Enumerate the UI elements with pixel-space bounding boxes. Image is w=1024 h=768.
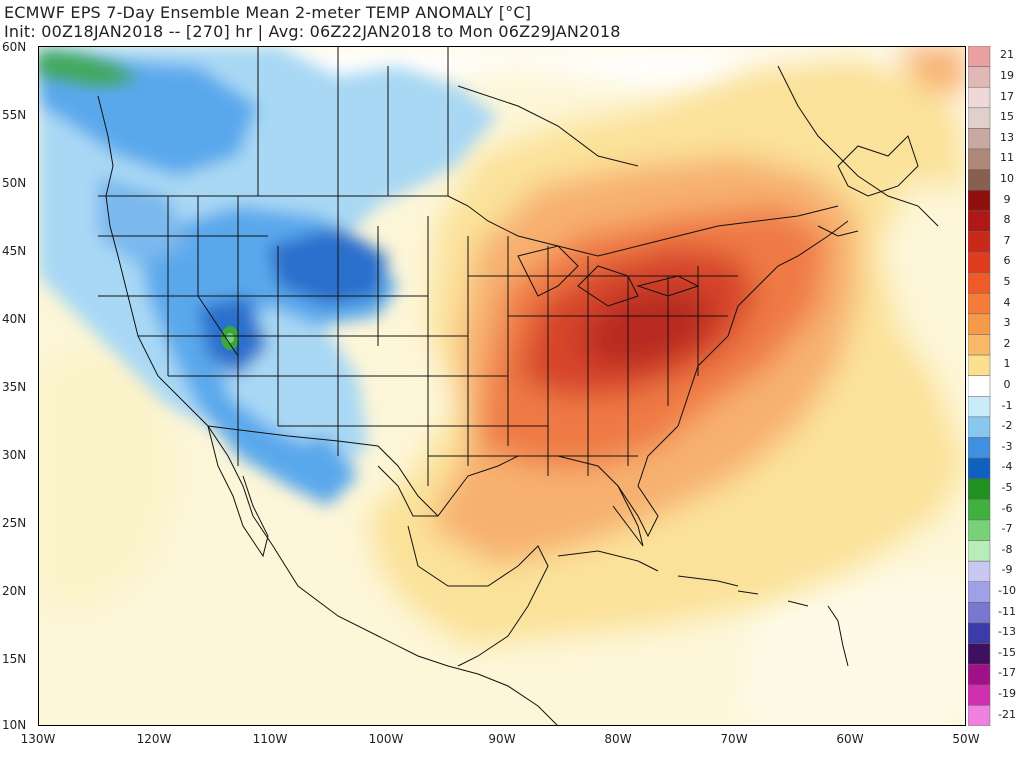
legend-label: -8: [1001, 542, 1013, 556]
legend-label: -1: [1001, 398, 1013, 412]
legend-label: -4: [1001, 460, 1013, 474]
legend-swatch: [968, 437, 991, 459]
legend-label: -15: [998, 645, 1016, 659]
legend-label: 4: [1003, 295, 1011, 309]
legend-swatch: [968, 499, 991, 521]
lat-label-50n: 50N: [2, 176, 27, 190]
legend-label: -21: [998, 707, 1016, 721]
legend-label: -9: [1001, 563, 1013, 577]
legend-swatch: [968, 416, 991, 438]
boundary-lines: [97, 46, 939, 726]
lat-label-40n: 40N: [2, 312, 27, 326]
legend-swatch: [968, 354, 991, 376]
legend-swatch: [968, 251, 991, 273]
legend-label: 11: [1000, 151, 1014, 165]
legend-label: 8: [1003, 213, 1011, 227]
legend-swatch: [968, 272, 991, 294]
lat-label-55n: 55N: [2, 108, 27, 122]
legend-label: -3: [1001, 439, 1013, 453]
anomaly-map: [38, 46, 966, 726]
lon-label-100w: 100W: [368, 732, 404, 746]
legend-label: 7: [1003, 233, 1011, 247]
legend-label: 6: [1003, 254, 1011, 268]
lon-label-50w: 50W: [952, 732, 980, 746]
map-title-line-1: ECMWF EPS 7-Day Ensemble Mean 2-meter TE…: [4, 3, 532, 22]
legend-swatch: [968, 478, 991, 500]
legend-swatch: [968, 293, 991, 315]
legend-label: 2: [1003, 336, 1011, 350]
legend-label: 9: [1003, 192, 1011, 206]
lat-label-30n: 30N: [2, 448, 27, 462]
legend-swatch: [968, 107, 991, 129]
lon-label-90w: 90W: [488, 732, 516, 746]
legend-swatch: [968, 375, 991, 397]
legend-swatch: [968, 46, 991, 67]
legend-label: 10: [1000, 171, 1014, 185]
legend-swatch: [968, 643, 991, 665]
legend-label: 0: [1003, 378, 1011, 391]
legend-swatch: [968, 540, 991, 562]
legend-swatch: [968, 169, 991, 191]
legend-label: -5: [1001, 481, 1013, 495]
legend-label: -10: [998, 584, 1016, 598]
lat-label-45n: 45N: [2, 244, 27, 258]
lat-label-25n: 25N: [2, 516, 27, 530]
legend-swatch: [968, 663, 991, 686]
legend-label: -17: [998, 666, 1016, 680]
lat-label-60n: 60N: [2, 40, 27, 54]
legend-swatch: [968, 705, 991, 726]
legend-swatch: [968, 602, 991, 624]
legend-label: 17: [1000, 89, 1014, 103]
legend-swatch: [968, 148, 991, 170]
legend-swatch: [968, 396, 991, 418]
legend-label: 21: [1000, 48, 1014, 62]
legend-label: 1: [1003, 357, 1011, 371]
legend-swatch: [968, 313, 991, 335]
color-scale-legend: [968, 46, 991, 726]
legend-swatch: [968, 684, 991, 706]
legend-swatch: [968, 622, 991, 644]
legend-label: -6: [1001, 501, 1013, 515]
legend-swatch: [968, 231, 991, 253]
legend-swatch: [968, 457, 991, 479]
legend-swatch: [968, 334, 991, 356]
legend-label: -7: [1001, 522, 1013, 536]
legend-swatch: [968, 519, 991, 541]
legend-swatch: [968, 581, 991, 603]
legend-label: -11: [998, 604, 1016, 618]
legend-label: -2: [1001, 419, 1013, 433]
lat-label-15n: 15N: [2, 652, 27, 666]
lon-label-120w: 120W: [136, 732, 172, 746]
legend-swatch: [968, 560, 991, 583]
lon-label-60w: 60W: [836, 732, 864, 746]
warm-anomaly-region: [368, 46, 966, 646]
legend-label: 5: [1003, 274, 1011, 288]
lon-label-80w: 80W: [604, 732, 632, 746]
legend-swatch: [968, 128, 991, 150]
legend-swatch: [968, 210, 991, 232]
legend-label: -19: [998, 687, 1016, 701]
lat-label-10n: 10N: [2, 718, 27, 732]
lon-label-110w: 110W: [252, 732, 288, 746]
map-title-line-2: Init: 00Z18JAN2018 -- [270] hr | Avg: 06…: [4, 22, 621, 41]
legend-swatch: [968, 86, 991, 109]
lat-label-35n: 35N: [2, 380, 27, 394]
legend-label: 3: [1003, 316, 1011, 330]
legend-label: -13: [998, 625, 1016, 639]
map-frame: [38, 46, 966, 726]
legend-swatch: [968, 66, 991, 88]
lon-label-70w: 70W: [720, 732, 748, 746]
legend-label: 19: [1000, 68, 1014, 82]
legend-swatch: [968, 189, 991, 212]
lat-label-20n: 20N: [2, 584, 27, 598]
lon-label-130w: 130W: [20, 732, 56, 746]
legend-label: 15: [1000, 110, 1014, 124]
legend-label: 13: [1000, 130, 1014, 144]
